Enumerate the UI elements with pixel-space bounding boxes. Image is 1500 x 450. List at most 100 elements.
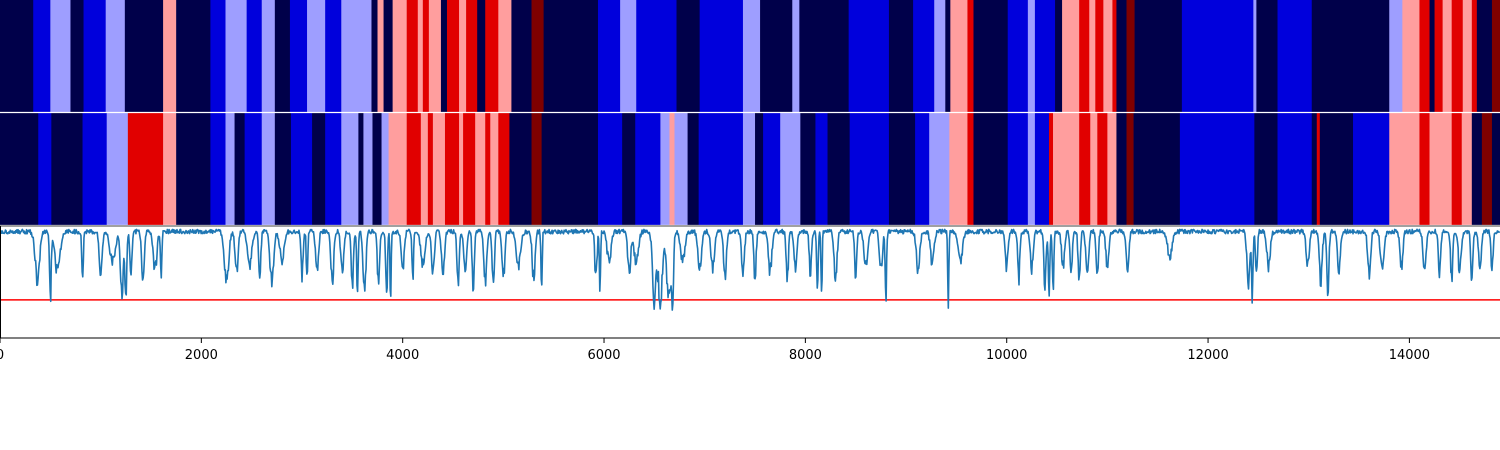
state-segment <box>541 113 599 225</box>
state-segment <box>1048 113 1054 225</box>
state-segment <box>1055 0 1063 112</box>
state-segment <box>1481 113 1493 225</box>
state-segment <box>312 113 326 225</box>
state-segment <box>755 113 764 225</box>
state-segment <box>290 113 313 225</box>
state-segment <box>1007 0 1029 112</box>
state-segment <box>33 0 51 112</box>
state-segment <box>475 113 486 225</box>
middle-state-track <box>0 113 1500 225</box>
x-tick-label: 14000 <box>1389 348 1430 363</box>
state-segment <box>498 0 512 112</box>
state-segment <box>261 0 276 112</box>
state-segment <box>1319 113 1329 225</box>
state-segment <box>1062 0 1080 112</box>
state-segment <box>377 0 384 112</box>
state-segment <box>636 0 677 112</box>
state-segment <box>597 0 621 112</box>
state-segment <box>341 113 359 225</box>
state-segment <box>967 113 974 225</box>
state-segment <box>485 113 491 225</box>
state-segment <box>428 0 442 112</box>
x-tick-label: 2000 <box>185 348 218 363</box>
state-segment <box>463 113 476 225</box>
state-segment <box>799 0 850 112</box>
state-segment <box>827 113 851 225</box>
state-segment <box>459 113 464 225</box>
state-segment <box>274 113 292 225</box>
state-segment <box>1053 113 1069 225</box>
state-segment <box>38 113 52 225</box>
state-segment <box>1451 0 1464 112</box>
state-segment <box>446 0 460 112</box>
state-segment <box>1116 0 1127 112</box>
state-segment <box>1491 113 1500 225</box>
state-segment <box>763 113 781 225</box>
state-segment <box>1253 0 1257 112</box>
state-segment <box>70 0 84 112</box>
state-segment <box>620 0 637 112</box>
state-segment <box>1133 113 1181 225</box>
state-segment <box>760 0 793 112</box>
state-segment <box>1277 113 1313 225</box>
signal-line-panel <box>0 228 1500 311</box>
state-segment <box>973 113 1009 225</box>
state-segment <box>1461 113 1473 225</box>
state-segment <box>1327 113 1354 225</box>
state-segment <box>1112 0 1117 112</box>
state-segment <box>888 0 914 112</box>
state-segment <box>1434 0 1444 112</box>
state-segment <box>1471 0 1478 112</box>
state-segment <box>459 0 467 112</box>
state-segment <box>1179 113 1255 225</box>
state-segment <box>490 113 499 225</box>
state-segment <box>1419 113 1430 225</box>
state-segment <box>511 0 532 112</box>
state-segment <box>163 0 177 112</box>
state-segment <box>1103 0 1113 112</box>
state-segment <box>244 113 263 225</box>
state-segment <box>1027 113 1036 225</box>
state-segment <box>381 113 389 225</box>
state-segment <box>597 113 623 225</box>
state-segment <box>210 0 226 112</box>
state-segment <box>934 0 946 112</box>
state-segment <box>950 0 968 112</box>
state-segment <box>225 0 248 112</box>
state-segment <box>913 0 935 112</box>
state-segment <box>477 0 486 112</box>
state-segment <box>848 0 890 112</box>
x-tick-label: 10000 <box>986 348 1027 363</box>
state-segment <box>699 0 744 112</box>
state-segment <box>888 113 916 225</box>
state-segment <box>509 113 532 225</box>
state-segment <box>50 0 71 112</box>
state-segment <box>466 0 478 112</box>
state-segment <box>1419 0 1430 112</box>
state-segment <box>1402 0 1420 112</box>
state-segment <box>1462 0 1473 112</box>
state-segment <box>363 113 373 225</box>
state-segment <box>1126 113 1134 225</box>
top-state-track <box>0 0 1500 112</box>
state-segment <box>800 113 816 225</box>
state-segment <box>929 113 950 225</box>
x-tick-label: 12000 <box>1187 348 1228 363</box>
state-segment <box>1311 113 1318 225</box>
state-segment <box>1254 113 1278 225</box>
state-segment <box>915 113 930 225</box>
state-segment <box>1095 0 1104 112</box>
state-segment <box>742 0 761 112</box>
state-segment <box>790 113 801 225</box>
state-segment <box>1471 113 1483 225</box>
state-segment <box>1079 113 1091 225</box>
state-segment <box>1316 113 1321 225</box>
state-segment <box>849 113 890 225</box>
state-segment <box>1389 0 1403 112</box>
state-segment <box>531 0 545 112</box>
state-segment <box>674 113 688 225</box>
state-segment <box>176 113 211 225</box>
x-tick-label: 8000 <box>789 348 822 363</box>
state-segment <box>1079 0 1090 112</box>
state-segment <box>427 113 434 225</box>
